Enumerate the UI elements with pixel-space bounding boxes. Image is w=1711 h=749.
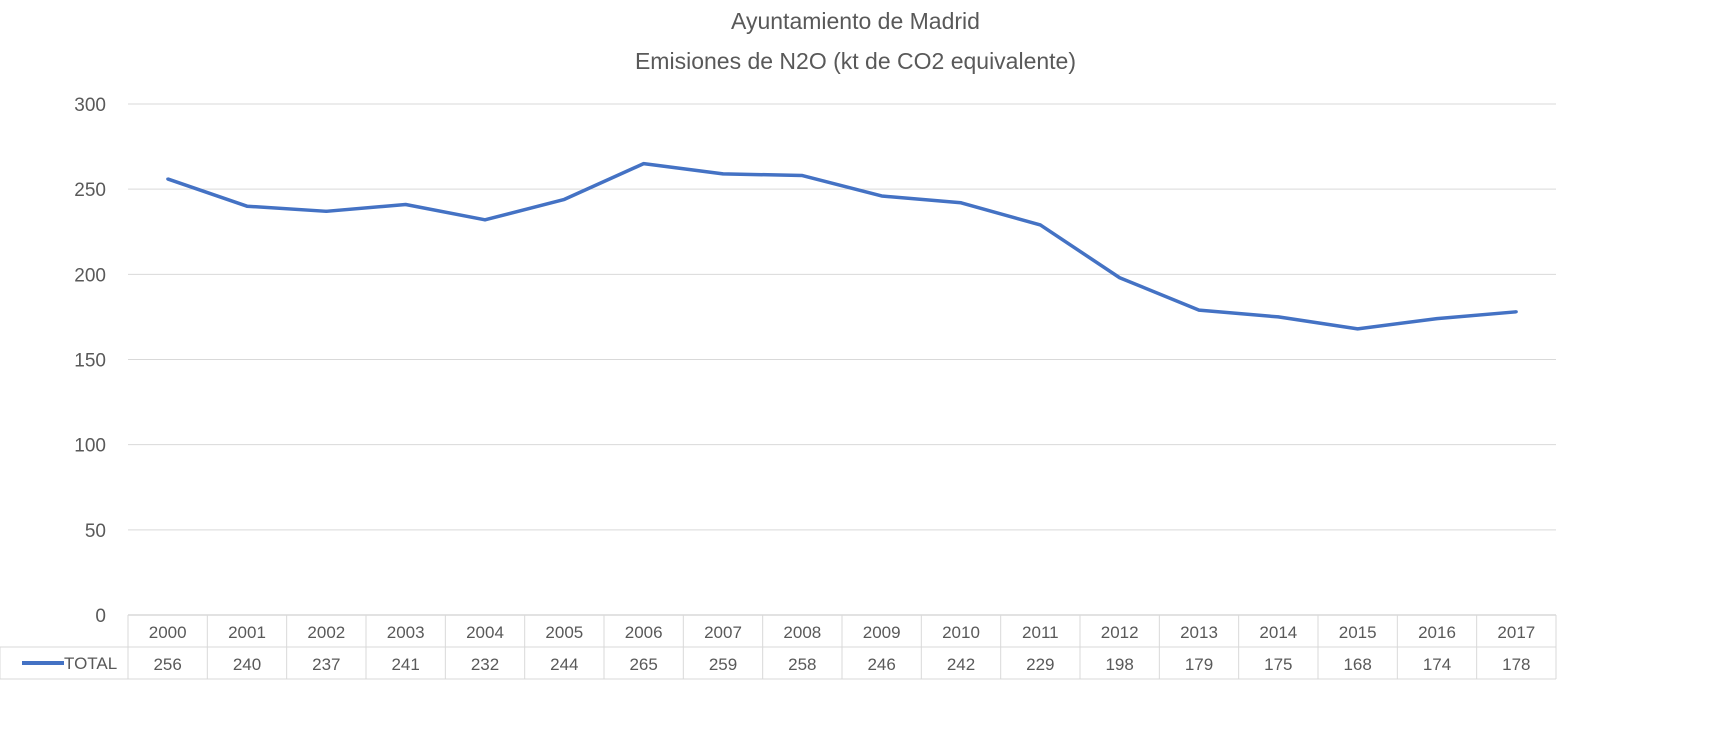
x-tick-label: 2001 bbox=[228, 623, 266, 642]
data-point bbox=[166, 177, 170, 181]
data-table-value: 174 bbox=[1423, 655, 1451, 674]
y-tick-label: 250 bbox=[74, 180, 106, 201]
data-point bbox=[1356, 327, 1360, 331]
x-tick-label: 2007 bbox=[704, 623, 742, 642]
data-table-value: 198 bbox=[1105, 655, 1133, 674]
data-table-value: 168 bbox=[1343, 655, 1371, 674]
series-line-total bbox=[167, 161, 1517, 331]
data-point bbox=[959, 201, 963, 205]
x-tick-label: 2004 bbox=[466, 623, 504, 642]
x-tick-label: 2015 bbox=[1339, 623, 1377, 642]
data-table-value: 244 bbox=[550, 655, 578, 674]
data-point bbox=[245, 204, 249, 208]
y-tick-label: 300 bbox=[74, 95, 106, 116]
x-tick-label: 2000 bbox=[149, 623, 187, 642]
data-table-value: 241 bbox=[391, 655, 419, 674]
data-table-value: 258 bbox=[788, 655, 816, 674]
legend-label: TOTAL bbox=[64, 654, 117, 673]
data-point bbox=[404, 202, 408, 206]
data-table-value: 178 bbox=[1502, 655, 1530, 674]
data-point bbox=[1514, 310, 1518, 314]
data-table-value: 256 bbox=[153, 655, 181, 674]
data-table-value: 229 bbox=[1026, 655, 1054, 674]
x-tick-label: 2014 bbox=[1259, 623, 1297, 642]
data-table-value: 179 bbox=[1185, 655, 1213, 674]
x-tick-label: 2011 bbox=[1022, 623, 1059, 642]
data-point bbox=[1197, 308, 1201, 312]
data-point bbox=[324, 209, 328, 213]
y-tick-label: 200 bbox=[74, 265, 106, 286]
chart-title: Ayuntamiento de Madrid bbox=[731, 8, 980, 34]
data-point bbox=[483, 218, 487, 222]
x-tick-label: 2009 bbox=[863, 623, 901, 642]
data-point bbox=[800, 174, 804, 178]
data-table-value: 242 bbox=[947, 655, 975, 674]
x-tick-label: 2005 bbox=[545, 623, 583, 642]
x-tick-label: 2012 bbox=[1101, 623, 1139, 642]
y-tick-label: 100 bbox=[74, 436, 106, 457]
data-point bbox=[1118, 276, 1122, 280]
data-table-value: 175 bbox=[1264, 655, 1292, 674]
data-point bbox=[1276, 315, 1280, 319]
data-table-value: 259 bbox=[709, 655, 737, 674]
data-point bbox=[562, 197, 566, 201]
x-tick-label: 2016 bbox=[1418, 623, 1456, 642]
y-tick-label: 50 bbox=[85, 521, 106, 542]
x-tick-label: 2017 bbox=[1497, 623, 1535, 642]
data-table-value: 237 bbox=[312, 655, 340, 674]
x-tick-label: 2002 bbox=[307, 623, 345, 642]
data-point bbox=[1435, 317, 1439, 321]
data-table-value: 232 bbox=[471, 655, 499, 674]
x-tick-label: 2010 bbox=[942, 623, 980, 642]
data-table-value: 265 bbox=[629, 655, 657, 674]
data-point bbox=[642, 162, 646, 166]
x-tick-label: 2006 bbox=[625, 623, 663, 642]
x-tick-label: 2008 bbox=[783, 623, 821, 642]
y-tick-label: 150 bbox=[74, 351, 106, 372]
y-tick-label: 0 bbox=[95, 606, 106, 627]
data-table-value: 240 bbox=[233, 655, 261, 674]
data-table-value: 246 bbox=[867, 655, 895, 674]
x-tick-label: 2003 bbox=[387, 623, 425, 642]
chart-subtitle: Emisiones de N2O (kt de CO2 equivalente) bbox=[634, 48, 1077, 74]
data-point bbox=[1038, 223, 1042, 227]
x-tick-label: 2013 bbox=[1180, 623, 1218, 642]
data-point bbox=[880, 194, 884, 198]
data-point bbox=[721, 172, 725, 176]
